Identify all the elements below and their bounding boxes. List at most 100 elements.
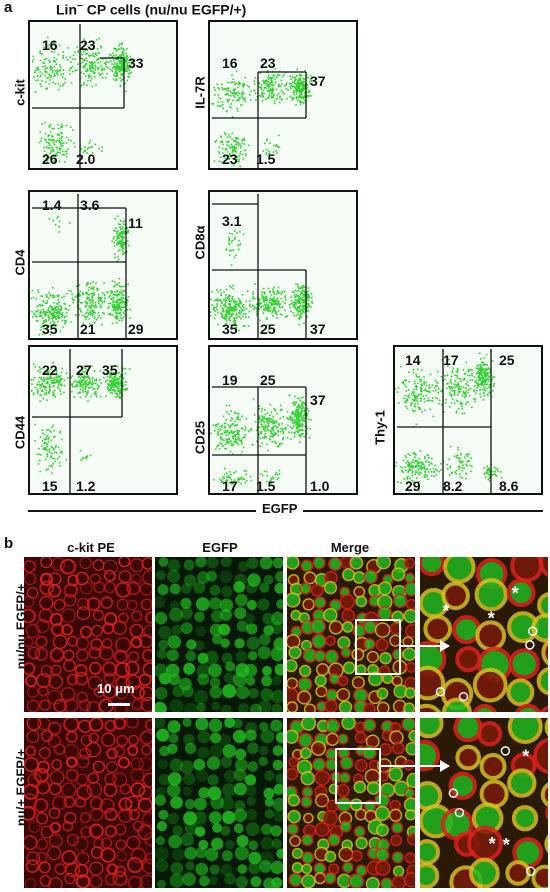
plot-ckit-ylabel: c-kit bbox=[12, 79, 28, 106]
micrograph-ckit-nuplus-canvas bbox=[24, 718, 152, 888]
micrograph-zoom-nunu: * * * bbox=[420, 557, 548, 712]
pct-cd4-1: 1.4 bbox=[42, 197, 62, 213]
pct-thy1-2: 17 bbox=[443, 352, 459, 368]
micrograph-ckit-nunu-canvas bbox=[24, 557, 152, 712]
plot-thy1-ylabel: Thy-1 bbox=[372, 410, 388, 445]
pct-cd44-3: 35 bbox=[102, 362, 118, 378]
flow-plot-cd25: 19 25 37 17 1.5 1.0 bbox=[208, 345, 358, 495]
pct-cd44-4: 15 bbox=[42, 478, 58, 494]
pct-thy1-4: 29 bbox=[405, 478, 421, 494]
pct-thy1-1: 14 bbox=[405, 352, 421, 368]
circle-marker-icon bbox=[448, 788, 459, 798]
flow-plot-ckit: 16 23 33 26 2.0 bbox=[28, 20, 178, 170]
pct-ckit-4: 26 bbox=[42, 151, 58, 167]
flow-plot-cd44-canvas bbox=[30, 349, 131, 493]
pct-thy1-5: 8.2 bbox=[443, 478, 463, 494]
pct-thy1-3: 25 bbox=[499, 352, 515, 368]
dot-cloud bbox=[211, 64, 313, 168]
title-prefix: Lin bbox=[56, 1, 77, 18]
dot-cloud bbox=[30, 362, 131, 485]
micrograph-ckit-nunu: 10 μm bbox=[24, 557, 152, 712]
micrograph-zoom-nuplus: * * * bbox=[420, 718, 548, 888]
flow-plot-cd8a: 3.1 35 25 37 bbox=[208, 190, 358, 340]
flow-plot-cd25-canvas bbox=[210, 386, 312, 493]
micrograph-zoom-nunu-canvas: * * * bbox=[420, 557, 548, 712]
micrograph-ckit-nuplus bbox=[24, 718, 152, 888]
flow-plot-cd4-canvas bbox=[30, 194, 132, 338]
pct-cd25-5: 1.5 bbox=[256, 478, 276, 494]
pct-cd8a-1: 3.1 bbox=[222, 213, 242, 229]
column-header-egfp: EGFP bbox=[202, 540, 238, 555]
flow-plot-thy1: 14 17 25 29 8.2 8.6 bbox=[393, 345, 543, 495]
pct-ckit-2: 23 bbox=[80, 37, 96, 53]
dot-cloud bbox=[395, 352, 503, 492]
dot-cloud bbox=[210, 230, 314, 332]
pct-cd4-5: 21 bbox=[80, 321, 96, 337]
flow-plot-ckit-canvas bbox=[31, 24, 134, 168]
plot-cd44-ylabel: CD44 bbox=[12, 415, 28, 450]
flow-plot-il7r-canvas bbox=[211, 64, 313, 168]
pct-cd4-2: 3.6 bbox=[80, 197, 100, 213]
dot-cloud bbox=[210, 394, 312, 485]
flow-plot-il7r: 16 23 37 23 1.5 bbox=[208, 20, 358, 170]
pct-cd4-4: 35 bbox=[42, 321, 58, 337]
asterisk-marker-icon: * bbox=[489, 834, 496, 854]
flow-plot-cd4: 1.4 3.6 11 35 21 29 bbox=[28, 190, 178, 340]
pct-cd8a-3: 25 bbox=[260, 321, 276, 337]
pct-il7r-3: 37 bbox=[310, 73, 326, 89]
pct-il7r-2: 23 bbox=[260, 55, 276, 71]
circle-marker-icon bbox=[458, 691, 469, 702]
zoom-box-nuplus bbox=[335, 748, 381, 804]
circle-marker-icon bbox=[500, 746, 511, 756]
panel-a-label: a bbox=[4, 0, 13, 16]
pct-ckit-3: 33 bbox=[128, 55, 144, 71]
micrograph-egfp-nunu-canvas bbox=[155, 557, 283, 712]
asterisk-marker-icon: * bbox=[488, 608, 495, 628]
panel-b-label: b bbox=[4, 535, 14, 552]
dot-cloud bbox=[31, 36, 134, 163]
asterisk-marker-icon: * bbox=[503, 835, 510, 855]
micrograph-egfp-nuplus-canvas bbox=[155, 718, 283, 888]
zoom-box-nunu bbox=[355, 619, 401, 675]
plot-cd25-ylabel: CD25 bbox=[192, 420, 208, 455]
pct-ckit-1: 16 bbox=[42, 37, 58, 53]
pct-cd8a-4: 37 bbox=[310, 321, 326, 337]
micrograph-merge-nunu-canvas bbox=[287, 557, 415, 712]
plot-cd4-ylabel: CD4 bbox=[12, 249, 28, 276]
micrograph-egfp-nuplus bbox=[155, 718, 283, 888]
column-header-ckit: c-kit PE bbox=[67, 540, 115, 555]
pct-il7r-4: 23 bbox=[222, 151, 238, 167]
pct-il7r-5: 1.5 bbox=[256, 151, 276, 167]
circle-marker-icon bbox=[527, 626, 538, 636]
pct-cd25-6: 1.0 bbox=[310, 478, 330, 494]
circle-marker-icon bbox=[525, 640, 535, 650]
column-header-merge: Merge bbox=[330, 540, 370, 555]
plot-cd8a-ylabel: CD8α bbox=[192, 225, 208, 260]
pct-cd25-1: 19 bbox=[222, 372, 238, 388]
plot-il7r-ylabel: IL-7R bbox=[192, 76, 208, 109]
micrograph-zoom-nuplus-canvas: * * * bbox=[420, 718, 548, 888]
pct-cd44-1: 22 bbox=[42, 362, 58, 378]
pct-cd4-6: 29 bbox=[128, 321, 144, 337]
asterisk-marker-icon: * bbox=[522, 746, 529, 766]
circle-marker-icon bbox=[454, 807, 465, 818]
pct-cd4-3: 11 bbox=[128, 215, 143, 231]
dot-cloud bbox=[30, 215, 132, 336]
scale-bar bbox=[108, 703, 130, 706]
pct-cd44-2: 27 bbox=[76, 362, 92, 378]
pct-ckit-5: 2.0 bbox=[76, 151, 96, 167]
pct-cd25-3: 37 bbox=[310, 392, 326, 408]
scale-bar-label: 10 μm bbox=[97, 681, 135, 696]
title-sup: − bbox=[77, 1, 83, 12]
micrograph-merge-nuplus bbox=[287, 718, 415, 888]
flow-plot-cd44: 22 27 35 15 1.2 bbox=[28, 345, 178, 495]
pct-cd44-5: 1.2 bbox=[76, 478, 96, 494]
pct-cd8a-2: 35 bbox=[222, 321, 238, 337]
title-rest: CP cells (nu/nu EGFP/+) bbox=[82, 1, 247, 18]
circle-marker-icon bbox=[525, 866, 536, 876]
circle-marker-icon bbox=[435, 687, 446, 697]
asterisk-marker-icon: * bbox=[443, 601, 450, 621]
micrograph-merge-nunu bbox=[287, 557, 415, 712]
pct-cd25-4: 17 bbox=[222, 478, 238, 494]
pct-cd25-2: 25 bbox=[260, 372, 276, 388]
